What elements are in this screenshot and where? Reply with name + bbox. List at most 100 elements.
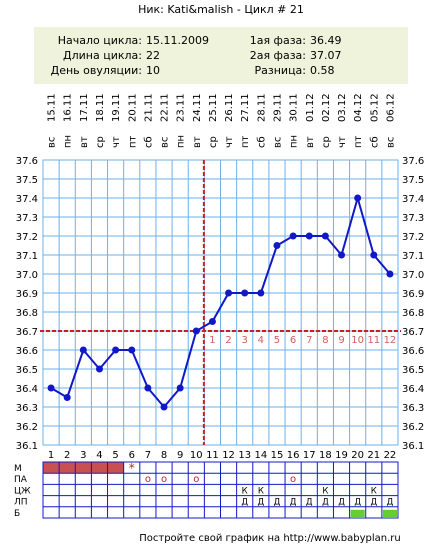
bbt-green-cell: [382, 509, 397, 517]
date-label: 06.12: [385, 93, 396, 122]
cycle-info-label: День овуляции:: [51, 64, 142, 77]
weekday-label: вт: [79, 136, 90, 148]
date-label: 03.12: [337, 93, 348, 122]
cycle-info-label: Разница:: [255, 64, 307, 77]
temperature-point: [257, 289, 265, 297]
y-tick-label: 36.9: [16, 289, 38, 300]
weekday-label: пн: [289, 135, 300, 148]
weekday-label: ср: [95, 136, 106, 148]
weekday-label: сб: [143, 136, 154, 148]
y-tick-label-right: 36.5: [402, 365, 424, 376]
luteal-day-label: 1: [209, 335, 215, 346]
weekday-label: вс: [160, 137, 171, 148]
date-label: 18.11: [95, 93, 106, 122]
weekday-label: ср: [208, 136, 219, 148]
x-tick-label: 21: [367, 450, 380, 461]
y-tick-label-right: 36.3: [402, 403, 424, 414]
x-tick-label: 4: [96, 450, 102, 461]
y-tick-label-right: 37.5: [402, 175, 424, 186]
temperature-point: [241, 289, 249, 297]
temperature-point: [305, 232, 313, 240]
lp-mark: Д: [387, 498, 394, 508]
cycle-info-value: 22: [146, 49, 160, 62]
temperature-point: [354, 194, 362, 202]
cycle-info-value: 36.49: [310, 34, 342, 47]
table-row-label: ЦЖ: [14, 486, 31, 496]
luteal-day-label: 8: [322, 335, 328, 346]
x-tick-label: 14: [254, 450, 267, 461]
luteal-day-label: 10: [351, 335, 364, 346]
temperature-point: [128, 346, 136, 354]
luteal-day-label: 2: [225, 335, 231, 346]
cycle-info-left: Начало цикла: 15.11.2009 Длина цикла: 22 Д…: [51, 34, 209, 77]
date-label: 24.11: [192, 93, 203, 122]
cycle-info-value: 37.07: [310, 49, 342, 62]
y-tick-label: 36.2: [16, 422, 38, 433]
y-tick-label: 37.4: [16, 194, 38, 205]
x-tick-label: 13: [238, 450, 251, 461]
temperature-point: [321, 232, 329, 240]
date-label: 04.12: [353, 93, 364, 122]
temperature-point: [273, 242, 281, 249]
weekday-label: пн: [63, 135, 74, 148]
y-tick-label: 37.1: [16, 251, 38, 262]
date-label: 30.11: [289, 93, 300, 122]
x-tick-label: 11: [206, 450, 219, 461]
date-label: 15.11: [47, 93, 58, 122]
date-label: 22.11: [160, 93, 171, 122]
luteal-day-label: 6: [290, 335, 296, 346]
date-label: 27.11: [240, 93, 251, 122]
weekday-label: пт: [353, 135, 364, 148]
x-tick-label: 20: [351, 450, 364, 461]
cycle-info-label: 2ая фаза:: [250, 49, 306, 62]
y-tick-label: 36.5: [16, 365, 38, 376]
luteal-day-label: 9: [338, 335, 344, 346]
temperature-point: [386, 270, 394, 278]
lp-mark: Д: [354, 498, 361, 508]
footer-credit: Постройте свой график на http://www.baby…: [139, 533, 401, 544]
temperature-series-line: [50, 194, 391, 409]
weekday-label: пн: [176, 135, 187, 148]
x-tick-label: 1: [48, 450, 54, 461]
x-tick-label: 3: [80, 450, 86, 461]
pa-mark: o: [193, 474, 199, 485]
temperature-point: [289, 232, 297, 240]
y-tick-label-right: 37.4: [402, 194, 424, 205]
y-tick-label: 36.1: [16, 441, 38, 452]
luteal-day-label: 5: [274, 335, 280, 346]
temperature-point: [144, 384, 152, 392]
cm-mark: К: [322, 486, 328, 496]
luteal-day-label: 12: [384, 335, 397, 346]
x-tick-label: 8: [161, 450, 167, 461]
date-label: 26.11: [224, 93, 235, 122]
y-tick-label-right: 37.6: [402, 156, 424, 167]
weekday-label: чт: [111, 136, 122, 148]
lp-mark: Д: [322, 498, 329, 508]
lp-mark: Д: [290, 498, 297, 508]
date-label: 16.11: [63, 93, 74, 122]
luteal-day-label: 3: [242, 335, 248, 346]
chart-title: Ник: Kati&malish - Цикл # 21: [138, 3, 304, 16]
y-tick-label-right: 36.7: [402, 327, 424, 338]
weekday-label: пт: [127, 135, 138, 148]
temperature-point: [47, 384, 55, 392]
weekday-label: вт: [192, 136, 203, 148]
lp-mark: Д: [306, 498, 313, 508]
cm-mark: К: [242, 486, 248, 496]
y-tick-label-right: 36.4: [402, 384, 424, 395]
cycle-info-value: 0.58: [310, 64, 335, 77]
x-tick-label: 16: [287, 450, 300, 461]
weekday-label: сб: [256, 136, 267, 148]
menses-bar: [43, 462, 124, 474]
lp-mark: Д: [338, 498, 345, 508]
weekday-label: вс: [385, 137, 396, 148]
bbt-green-cell: [350, 509, 365, 517]
date-label: 17.11: [79, 93, 90, 122]
table-row-label: ПА: [14, 475, 28, 485]
temperature-point: [338, 251, 346, 259]
x-tick-label: 15: [271, 450, 284, 461]
x-tick-label: 10: [190, 450, 203, 461]
weekday-label: чт: [224, 136, 235, 148]
